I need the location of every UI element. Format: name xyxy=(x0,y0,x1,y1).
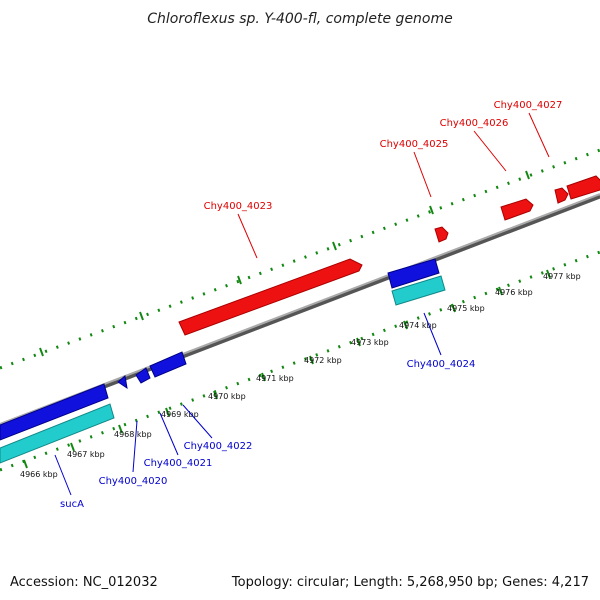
ruler-label-4974: 4974 kbp xyxy=(399,321,437,330)
gene-label-chy400-4025[interactable]: Chy400_4025 xyxy=(380,139,449,150)
leader-line xyxy=(54,454,72,496)
gene-arrow-chy400-4025[interactable] xyxy=(434,226,449,243)
leader-line xyxy=(528,112,550,158)
gene-label-chy400-4024[interactable]: Chy400_4024 xyxy=(407,359,476,370)
major-tick xyxy=(23,459,28,469)
cds-bar-suca[interactable] xyxy=(0,403,115,464)
gene-label-chy400-4023[interactable]: Chy400_4023 xyxy=(204,201,273,212)
major-tick xyxy=(39,347,44,357)
leader-line xyxy=(237,213,258,259)
major-tick xyxy=(237,275,242,285)
gene-label-chy400-4022[interactable]: Chy400_4022 xyxy=(184,441,253,452)
leader-line xyxy=(473,130,507,172)
leader-line xyxy=(413,151,432,198)
reverse-gene-labels: sucA Chy400_4020 Chy400_4021 Chy400_4022… xyxy=(54,312,476,510)
major-tick xyxy=(165,407,170,417)
major-tick xyxy=(261,372,266,382)
major-tick xyxy=(213,390,218,400)
ruler-label-4976: 4976 kbp xyxy=(495,288,533,297)
ruler-label-4977: 4977 kbp xyxy=(543,272,581,281)
leader-line xyxy=(159,412,179,456)
ruler-label-4973: 4973 kbp xyxy=(351,338,389,347)
ruler-label-4967: 4967 kbp xyxy=(67,450,105,459)
gene-arrow-chy400-4026[interactable] xyxy=(500,198,534,221)
gene-arrow-chy400-4022[interactable] xyxy=(149,351,187,378)
ruler-label-4972: 4972 kbp xyxy=(304,356,342,365)
gene-arrow-suca[interactable] xyxy=(0,383,109,441)
gene-arrow-chy400-4024[interactable] xyxy=(387,258,440,289)
leader-line xyxy=(182,404,213,439)
gene-arrow-chy400-4020[interactable] xyxy=(117,375,128,390)
forward-genes xyxy=(178,175,600,336)
ruler-label-4971: 4971 kbp xyxy=(256,374,294,383)
major-tick xyxy=(546,269,551,279)
gene-arrow-chy400-4027[interactable] xyxy=(566,175,600,200)
major-ticks xyxy=(23,170,551,469)
outer-tick-track xyxy=(0,148,600,370)
gene-label-chy400-4027[interactable]: Chy400_4027 xyxy=(494,100,563,111)
major-tick xyxy=(332,241,337,251)
major-tick xyxy=(118,424,123,434)
reverse-cds xyxy=(0,275,446,464)
major-tick xyxy=(403,320,408,330)
ruler-label-4968: 4968 kbp xyxy=(114,430,152,439)
ruler-label-4969: 4969 kbp xyxy=(161,410,199,419)
reverse-genes xyxy=(0,258,440,441)
leader-line xyxy=(423,312,442,356)
forward-gene-labels: Chy400_4023 Chy400_4025 Chy400_4026 Chy4… xyxy=(204,100,563,259)
leader-line xyxy=(132,420,138,473)
gene-label-chy400-4026[interactable]: Chy400_4026 xyxy=(440,118,509,129)
outer-minor-ticks xyxy=(0,148,600,370)
gene-label-suca[interactable]: sucA xyxy=(60,499,84,510)
gene-arrow-chy400-4027-part[interactable] xyxy=(554,187,569,204)
ruler-label-4975: 4975 kbp xyxy=(447,304,485,313)
page-title: Chloroflexus sp. Y-400-fl, complete geno… xyxy=(147,11,453,27)
major-tick xyxy=(429,205,434,215)
gene-arrow-chy400-4023[interactable] xyxy=(178,258,363,336)
major-tick xyxy=(356,337,361,347)
gene-label-chy400-4020[interactable]: Chy400_4020 xyxy=(99,476,168,487)
major-tick xyxy=(525,170,530,180)
genome-summary-text: Topology: circular; Length: 5,268,950 bp… xyxy=(231,575,589,590)
major-tick xyxy=(70,442,75,452)
major-tick xyxy=(139,311,144,321)
major-tick xyxy=(309,355,314,365)
ruler-label-4970: 4970 kbp xyxy=(208,392,246,401)
major-tick xyxy=(498,286,503,296)
cds-bar-chy400-4024[interactable] xyxy=(391,275,446,306)
accession-text: Accession: NC_012032 xyxy=(10,575,158,590)
gene-arrow-chy400-4021[interactable] xyxy=(135,367,151,384)
ruler-labels: 4966 kbp 4967 kbp 4968 kbp 4969 kbp 4970… xyxy=(20,272,581,479)
ruler-label-4966: 4966 kbp xyxy=(20,470,58,479)
major-tick xyxy=(451,303,456,313)
gene-label-chy400-4021[interactable]: Chy400_4021 xyxy=(144,458,213,469)
